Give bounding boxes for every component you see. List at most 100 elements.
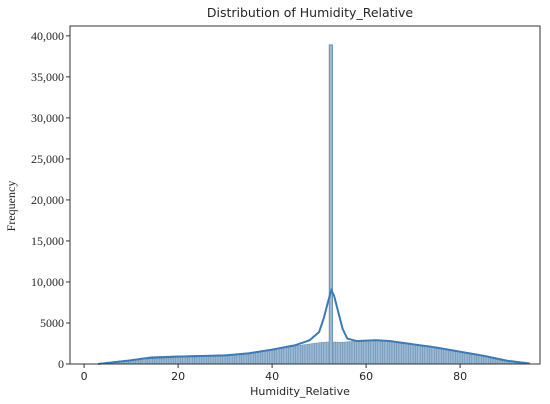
histogram-bar	[347, 341, 350, 365]
histogram-bar	[434, 347, 437, 365]
histogram-bar	[464, 352, 468, 365]
histogram-bar	[297, 345, 301, 365]
histogram-bar	[365, 340, 369, 365]
histogram-bar	[340, 342, 343, 365]
histogram-bar	[368, 340, 372, 365]
histogram-bar	[438, 348, 442, 365]
histogram-bar	[304, 344, 308, 365]
kde-line	[98, 287, 530, 365]
histogram-bar	[424, 345, 428, 365]
histogram-bar	[471, 353, 475, 365]
histogram-bar	[422, 345, 426, 365]
histogram-bar	[267, 350, 270, 365]
histogram-bar	[276, 348, 280, 365]
histogram-bar	[448, 349, 451, 365]
histogram-bar	[408, 343, 411, 365]
histogram-bar	[354, 340, 357, 365]
histogram-bar	[417, 344, 421, 365]
x-axis-ticks: 0 20 40 60 80	[81, 364, 467, 383]
histogram-bar	[443, 348, 447, 365]
histogram-bar	[290, 346, 294, 365]
histogram-bar	[241, 353, 245, 365]
histogram-bar	[415, 344, 419, 365]
histogram-bar	[394, 341, 397, 365]
histogram-bar	[401, 342, 404, 365]
chart-title: Distribution of Humidity_Relative	[207, 5, 414, 20]
histogram-bar	[283, 347, 287, 365]
x-tick-label: 80	[453, 370, 467, 383]
histogram-bar	[271, 349, 275, 365]
histogram-bar	[253, 352, 256, 365]
histogram-bar	[457, 351, 461, 365]
y-tick-label: 10,000	[31, 275, 64, 289]
y-tick-label: 15,000	[31, 234, 64, 248]
histogram-bar	[323, 341, 327, 365]
histogram-bar	[311, 343, 315, 365]
histogram-bar	[363, 340, 367, 365]
histogram-bar	[396, 341, 400, 365]
histogram-bar	[243, 353, 247, 365]
histogram-bar	[485, 356, 489, 365]
histogram-bar	[377, 340, 381, 365]
histogram-bar	[246, 353, 249, 365]
histogram-bar	[269, 350, 273, 365]
histogram-bar	[391, 341, 395, 365]
histogram-bar	[483, 355, 487, 365]
histogram-bar	[488, 357, 491, 365]
histogram-bar	[335, 341, 339, 365]
histogram-bar	[344, 341, 348, 365]
y-tick-label: 40,000	[31, 29, 64, 43]
histogram-bar	[262, 351, 266, 365]
histogram-bar	[459, 351, 463, 365]
x-tick-label: 40	[265, 370, 279, 383]
histogram-bar	[361, 340, 364, 365]
histogram-bar	[281, 348, 285, 365]
histogram-bar	[499, 360, 503, 365]
histogram-bar	[250, 352, 254, 365]
histogram-bar	[490, 357, 494, 365]
histogram-bar	[492, 358, 496, 365]
histogram-bar	[337, 341, 341, 365]
y-tick-label: 35,000	[31, 70, 64, 84]
histogram-bar	[481, 355, 484, 365]
histogram-bar	[436, 347, 440, 365]
y-axis-label: Frequency	[4, 181, 18, 232]
histogram-bar	[370, 340, 374, 365]
histogram-bar	[316, 342, 320, 365]
histogram-bar	[427, 346, 430, 365]
histogram-bar	[429, 346, 433, 365]
histogram-bar	[495, 359, 498, 365]
spike-bar-group	[328, 44, 333, 365]
histogram-bar	[231, 354, 235, 365]
y-tick-label: 5000	[40, 316, 64, 330]
histogram-bar	[286, 347, 289, 365]
y-tick-label: 30,000	[31, 111, 64, 125]
histogram-bar	[450, 350, 454, 365]
histogram-bar	[358, 340, 362, 365]
histogram-bar	[229, 354, 233, 365]
histogram-bar	[257, 351, 261, 365]
x-tick-label: 20	[171, 370, 185, 383]
x-axis-label: Humidity_Relative	[250, 385, 350, 398]
histogram-bar	[351, 341, 355, 365]
histogram-bar	[318, 342, 322, 365]
histogram-bar	[238, 353, 242, 365]
histogram-bar	[349, 341, 353, 365]
y-tick-label: 25,000	[31, 152, 64, 166]
histogram-bar	[478, 354, 482, 365]
histogram-bar	[441, 348, 444, 365]
histogram-bar	[356, 340, 360, 365]
histogram-bar	[452, 350, 456, 365]
histogram-bar	[295, 345, 299, 365]
histogram-bar	[264, 350, 268, 365]
histogram-bar	[455, 350, 458, 365]
histogram-bar	[375, 340, 379, 365]
histogram-bar	[333, 341, 336, 365]
histogram-bar	[466, 352, 470, 365]
x-tick-label: 0	[81, 370, 88, 383]
histogram-bar	[274, 349, 278, 365]
histogram-bar	[431, 346, 435, 365]
histogram-bar	[405, 343, 409, 365]
histogram-bar	[474, 354, 477, 365]
histogram-bar	[412, 344, 416, 365]
